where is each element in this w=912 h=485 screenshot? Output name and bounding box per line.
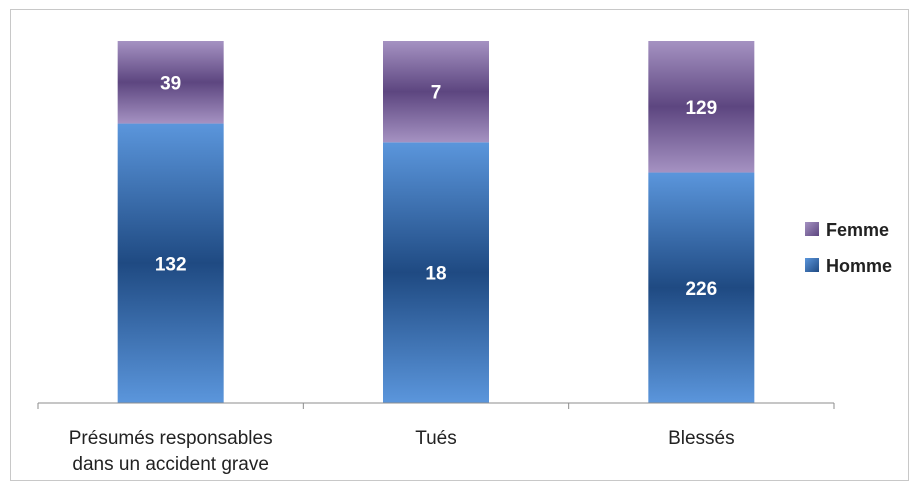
data-label-homme-2: 226 [685,279,717,300]
category-label-0-line-1: dans un accident grave [72,454,268,475]
chart-frame [10,9,909,481]
bar-homme-2 [648,172,755,403]
data-label-femme-2: 129 [685,98,717,119]
legend-swatch-homme [805,258,819,272]
data-label-homme-0: 132 [155,254,187,275]
bar-homme-1 [383,142,489,404]
data-label-homme-1: 18 [425,264,446,285]
category-label-0-line-0: Présumés responsables [69,428,273,449]
bar-femme-1 [383,41,489,143]
category-label-1: Tués [415,428,457,449]
legend-label-femme: Femme [826,220,889,240]
data-label-femme-1: 7 [431,83,442,104]
bar-homme-0 [117,123,224,403]
legend-label-homme: Homme [826,256,892,276]
data-label-femme-0: 39 [160,73,181,94]
bar-femme-2 [648,41,755,173]
legend-swatch-femme [805,222,819,236]
category-label-2: Blessés [668,428,735,449]
bar-femme-0 [117,41,224,124]
